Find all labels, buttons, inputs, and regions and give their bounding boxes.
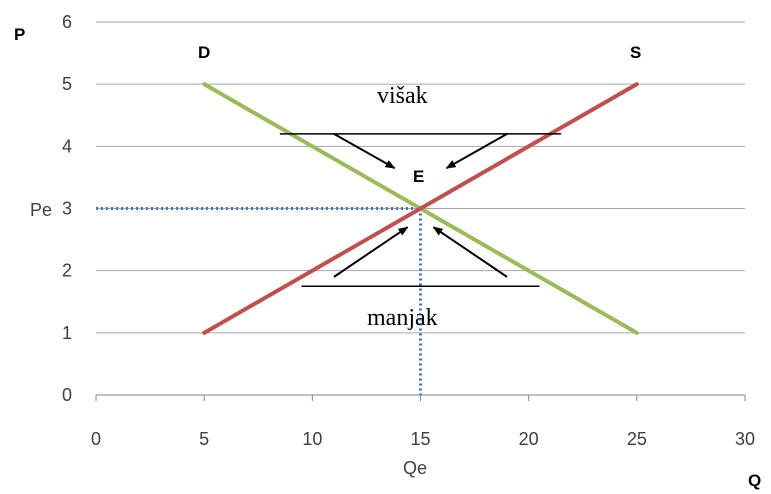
x-tick-label-5: 25 [627,429,647,449]
arrow-1 [333,133,396,169]
arrow-3 [333,226,409,278]
x-tick-label-0: 0 [91,429,101,449]
y-tick-label-2: 2 [62,261,72,281]
arrow-2 [445,133,508,169]
equilibrium-label: E [413,167,424,186]
shortage-label: manjak [367,305,438,331]
y-tick-label-4: 4 [62,136,72,156]
supply-curve [202,82,639,335]
y-tick-label-6: 6 [62,12,72,32]
y-axis-label: P [14,25,25,44]
demand-curve-label: D [198,43,210,62]
equilibrium-price-label: Pe [30,200,52,220]
x-tick-label-2: 10 [302,429,322,449]
supply-curve-label: S [630,43,641,62]
x-tick-label-6: 30 [735,429,755,449]
surplus-label: višak [377,83,428,109]
y-tick-label-5: 5 [62,74,72,94]
y-tick-label-0: 0 [62,385,72,405]
y-tick-label-3: 3 [62,199,72,219]
equilibrium-quantity-label: Qe [403,458,427,478]
x-tick-label-3: 15 [410,429,430,449]
arrow-4 [432,226,508,278]
y-tick-label-1: 1 [62,323,72,343]
x-tick-label-1: 5 [199,429,209,449]
x-tick-label-4: 20 [519,429,539,449]
x-axis-label: Q [748,471,761,490]
